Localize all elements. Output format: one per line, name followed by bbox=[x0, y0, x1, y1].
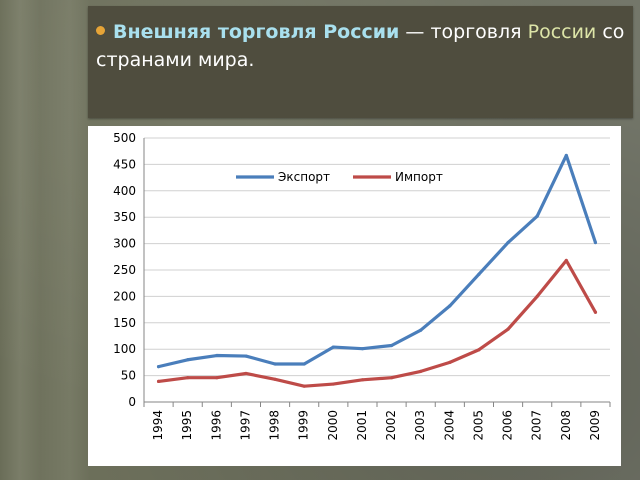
y-tick-label: 50 bbox=[121, 369, 136, 383]
legend-label: Импорт bbox=[395, 170, 443, 184]
data-point bbox=[186, 376, 190, 380]
data-point bbox=[302, 362, 306, 366]
x-tick-label: 2008 bbox=[559, 410, 573, 441]
y-tick-label: 450 bbox=[113, 157, 136, 171]
data-point bbox=[302, 384, 306, 388]
data-point bbox=[215, 353, 219, 358]
data-point bbox=[419, 369, 423, 373]
x-tick-label: 1998 bbox=[268, 410, 282, 441]
data-point bbox=[156, 365, 161, 369]
link-word[interactable]: России bbox=[527, 21, 597, 43]
data-point bbox=[477, 348, 481, 352]
x-tick-label: 2004 bbox=[442, 410, 456, 441]
data-point bbox=[215, 376, 219, 380]
y-tick-label: 200 bbox=[113, 289, 136, 303]
data-point bbox=[535, 214, 539, 218]
legend: Экспорт Импорт bbox=[236, 170, 443, 184]
y-tick-label: 250 bbox=[113, 263, 136, 277]
data-point bbox=[506, 327, 510, 331]
data-point bbox=[448, 360, 452, 364]
data-point bbox=[593, 240, 598, 245]
data-point bbox=[156, 379, 161, 384]
data-point bbox=[273, 362, 277, 366]
data-point bbox=[389, 343, 394, 348]
x-tick-label: 2005 bbox=[471, 410, 485, 441]
x-tick-label: 2002 bbox=[384, 410, 398, 441]
bold-term: Внешняя торговля России bbox=[113, 21, 400, 43]
y-tick-label: 300 bbox=[113, 237, 136, 251]
data-point bbox=[535, 294, 539, 298]
bullet-dot-icon bbox=[96, 26, 105, 35]
data-point bbox=[593, 310, 598, 314]
x-tick-label: 2001 bbox=[355, 410, 369, 441]
rest-text: со странами мира. bbox=[96, 21, 625, 71]
x-tick-label: 2007 bbox=[530, 410, 544, 441]
data-point bbox=[273, 377, 277, 381]
x-tick-label: 2000 bbox=[326, 410, 340, 441]
data-point bbox=[360, 378, 365, 382]
data-point bbox=[360, 347, 365, 351]
y-tick-label: 500 bbox=[113, 131, 136, 145]
dash-text: — торговля bbox=[399, 21, 528, 43]
x-tick-label: 2003 bbox=[413, 410, 427, 441]
chart-container: 0 50 100 150 200 250 300 350 400 450 500 1994 1995 1… bbox=[88, 126, 621, 466]
data-point bbox=[477, 272, 481, 276]
data-point bbox=[389, 376, 394, 380]
y-axis-ticks: 0 50 100 150 200 250 300 350 400 450 500 bbox=[113, 131, 136, 409]
grid-lines bbox=[143, 137, 610, 403]
x-tick-label: 1999 bbox=[297, 410, 311, 441]
data-point bbox=[244, 371, 248, 376]
x-tick-label: 1994 bbox=[151, 410, 165, 441]
bullet-text: Внешняя торговля России — торговля Росси… bbox=[96, 18, 626, 74]
x-tick-label: 1997 bbox=[238, 410, 252, 441]
data-point bbox=[419, 328, 423, 332]
data-point bbox=[186, 358, 190, 362]
data-point bbox=[564, 258, 568, 263]
legend-label: Экспорт bbox=[278, 170, 330, 184]
series-line-1 bbox=[156, 258, 598, 388]
y-tick-label: 100 bbox=[113, 342, 136, 356]
data-point bbox=[506, 240, 510, 245]
data-point bbox=[564, 153, 568, 158]
y-tick-label: 350 bbox=[113, 210, 136, 224]
x-axis-ticks: 1994 1995 1996 1997 1998 1999 2000 2001 2002 2003… bbox=[143, 402, 611, 441]
series-line-0 bbox=[156, 153, 598, 369]
x-tick-label: 2006 bbox=[501, 410, 515, 441]
data-point bbox=[331, 345, 335, 349]
x-tick-label: 1996 bbox=[209, 410, 223, 441]
data-point bbox=[244, 354, 248, 358]
data-point bbox=[448, 304, 452, 308]
data-point bbox=[331, 382, 335, 386]
y-tick-label: 400 bbox=[113, 184, 136, 198]
x-tick-label: 2009 bbox=[588, 410, 602, 441]
x-tick-label: 1995 bbox=[180, 410, 194, 441]
series-lines bbox=[156, 153, 598, 388]
y-tick-label: 150 bbox=[113, 316, 136, 330]
text-panel bbox=[88, 6, 633, 118]
y-tick-label: 0 bbox=[128, 395, 136, 409]
